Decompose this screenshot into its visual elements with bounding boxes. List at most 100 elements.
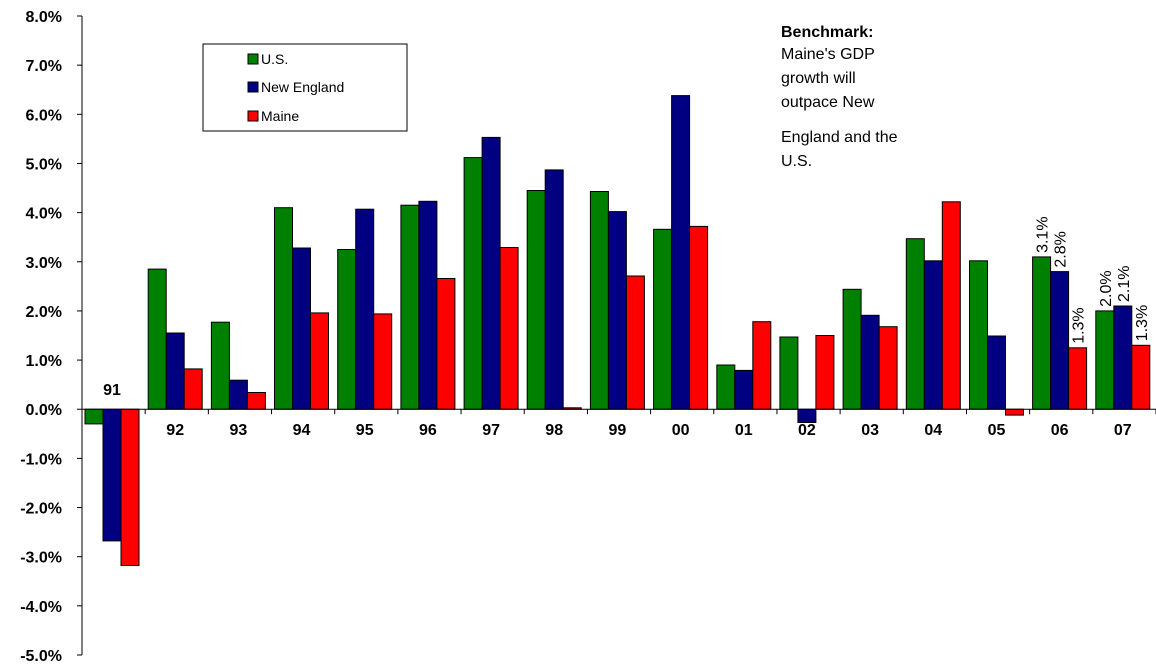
bar-u-s-04 [905,238,925,410]
y-tick-label: 6.0% [26,107,62,124]
x-tick-label: 97 [482,422,500,439]
y-tick-label: -3.0% [20,550,62,567]
data-label: 2.1% [1116,266,1133,302]
y-tick-label: -1.0% [20,451,62,468]
bar-u-s-91 [84,408,104,425]
bar-new-england-00 [671,95,691,410]
bar-u-s-03 [842,288,862,410]
y-tick-label: 5.0% [26,157,62,174]
y-tick-label: 2.0% [26,304,62,321]
y-tick-label: 7.0% [26,58,62,75]
bar-new-england-03 [860,314,880,410]
bar-new-england-95 [355,208,375,410]
y-tick-label: 0.0% [26,402,62,419]
bar-u-s-98 [526,190,546,410]
bar-new-england-98 [544,169,564,410]
bar-new-england-94 [292,247,311,410]
x-tick-label: 05 [988,422,1006,439]
legend-label-maine: Maine [261,108,299,124]
data-label: 1.3% [1071,307,1088,343]
benchmark-note-line: Maine's GDP [781,46,875,63]
bar-maine-03 [878,326,898,410]
x-tick-label: 04 [924,422,942,439]
data-label: 2.8% [1053,231,1070,267]
bar-u-s-01 [716,364,736,410]
legend-swatch-us [247,53,259,65]
bar-maine-07 [1131,344,1151,410]
x-tick-label: 07 [1114,422,1132,439]
benchmark-note-line: outpace New [781,94,875,111]
benchmark-note-line: England and the [781,129,898,146]
x-tick-label: 91 [103,382,121,399]
x-tick-label: 92 [166,422,184,439]
bar-new-england-05 [987,335,1006,410]
y-tick-label: 3.0% [26,255,62,272]
bar-maine-06 [1068,347,1088,410]
bar-maine-97 [499,247,519,410]
benchmark-note-line: U.S. [781,153,812,170]
x-tick-label: 01 [735,422,753,439]
x-tick-label: 93 [230,422,248,439]
bar-u-s-99 [589,191,609,410]
bar-new-england-91 [102,408,122,542]
y-tick-label: 8.0% [26,9,62,26]
x-tick-label: 00 [672,422,690,439]
legend-label-new-england: New England [261,79,344,95]
bar-maine-99 [625,275,645,410]
x-tick-label: 06 [1051,422,1069,439]
bar-u-s-96 [400,204,420,410]
data-label: 1.3% [1134,305,1151,341]
labels-layer: 3.1% 2.8%1.3%2.0% 2.1%1.3% [1035,216,1151,343]
bar-new-england-96 [418,200,438,410]
bars-layer [84,95,1151,567]
bar-maine-04 [941,201,961,410]
x-tick-label: 99 [609,422,627,439]
bar-u-s-00 [653,228,673,410]
x-tick-label: 98 [545,422,563,439]
bar-new-england-01 [734,369,754,410]
bar-new-england-92 [165,332,185,410]
benchmark-note-title: Benchmark: [781,24,873,41]
bar-u-s-97 [463,157,483,410]
bar-maine-93 [246,392,266,410]
data-label: 2.0% [1098,270,1115,306]
legend-swatch-new-england [247,81,259,93]
x-tick-label: 96 [419,422,437,439]
bar-u-s-95 [337,249,357,410]
benchmark-note-line: growth will [781,70,856,87]
bar-new-england-02 [797,408,817,424]
bar-maine-05 [1005,408,1024,416]
bar-u-s-05 [969,260,988,410]
x-tick-label: 02 [798,422,816,439]
y-tick-label: 1.0% [26,353,62,370]
bar-maine-01 [752,321,772,410]
y-tick-label: -2.0% [20,501,62,518]
bar-maine-95 [373,313,393,410]
bar-new-england-06 [1050,271,1070,410]
y-tick-label: -5.0% [20,648,62,664]
legend-label-us: U.S. [261,51,288,67]
axes-layer: 8.0% 7.0% 6.0% 5.0% 4.0% 3.0% 2.0% 1.0% 0.0% -1.0… [20,9,1156,664]
x-tick-label: 95 [356,422,374,439]
y-tick-label: -4.0% [20,599,62,616]
legend-box [202,43,408,132]
x-tick-label: 94 [293,422,311,439]
bar-maine-00 [689,225,709,410]
bar-new-england-07 [1113,305,1133,410]
legend: U.S. New England Maine [202,43,408,132]
data-label: 3.1% [1035,216,1052,252]
bar-new-england-04 [923,260,943,410]
x-tick-label: 03 [861,422,879,439]
bar-maine-91 [120,408,140,567]
bar-new-england-99 [607,211,627,410]
bar-maine-94 [310,312,329,410]
bar-u-s-07 [1095,310,1115,410]
bar-maine-02 [815,335,835,410]
bar-new-england-93 [228,379,248,410]
benchmark-note: Benchmark: Maine's GDP growth will outpa… [781,24,898,170]
bar-maine-96 [436,278,456,410]
legend-swatch-maine [247,110,259,122]
y-tick-label: 4.0% [26,206,62,223]
bar-u-s-06 [1032,256,1052,410]
